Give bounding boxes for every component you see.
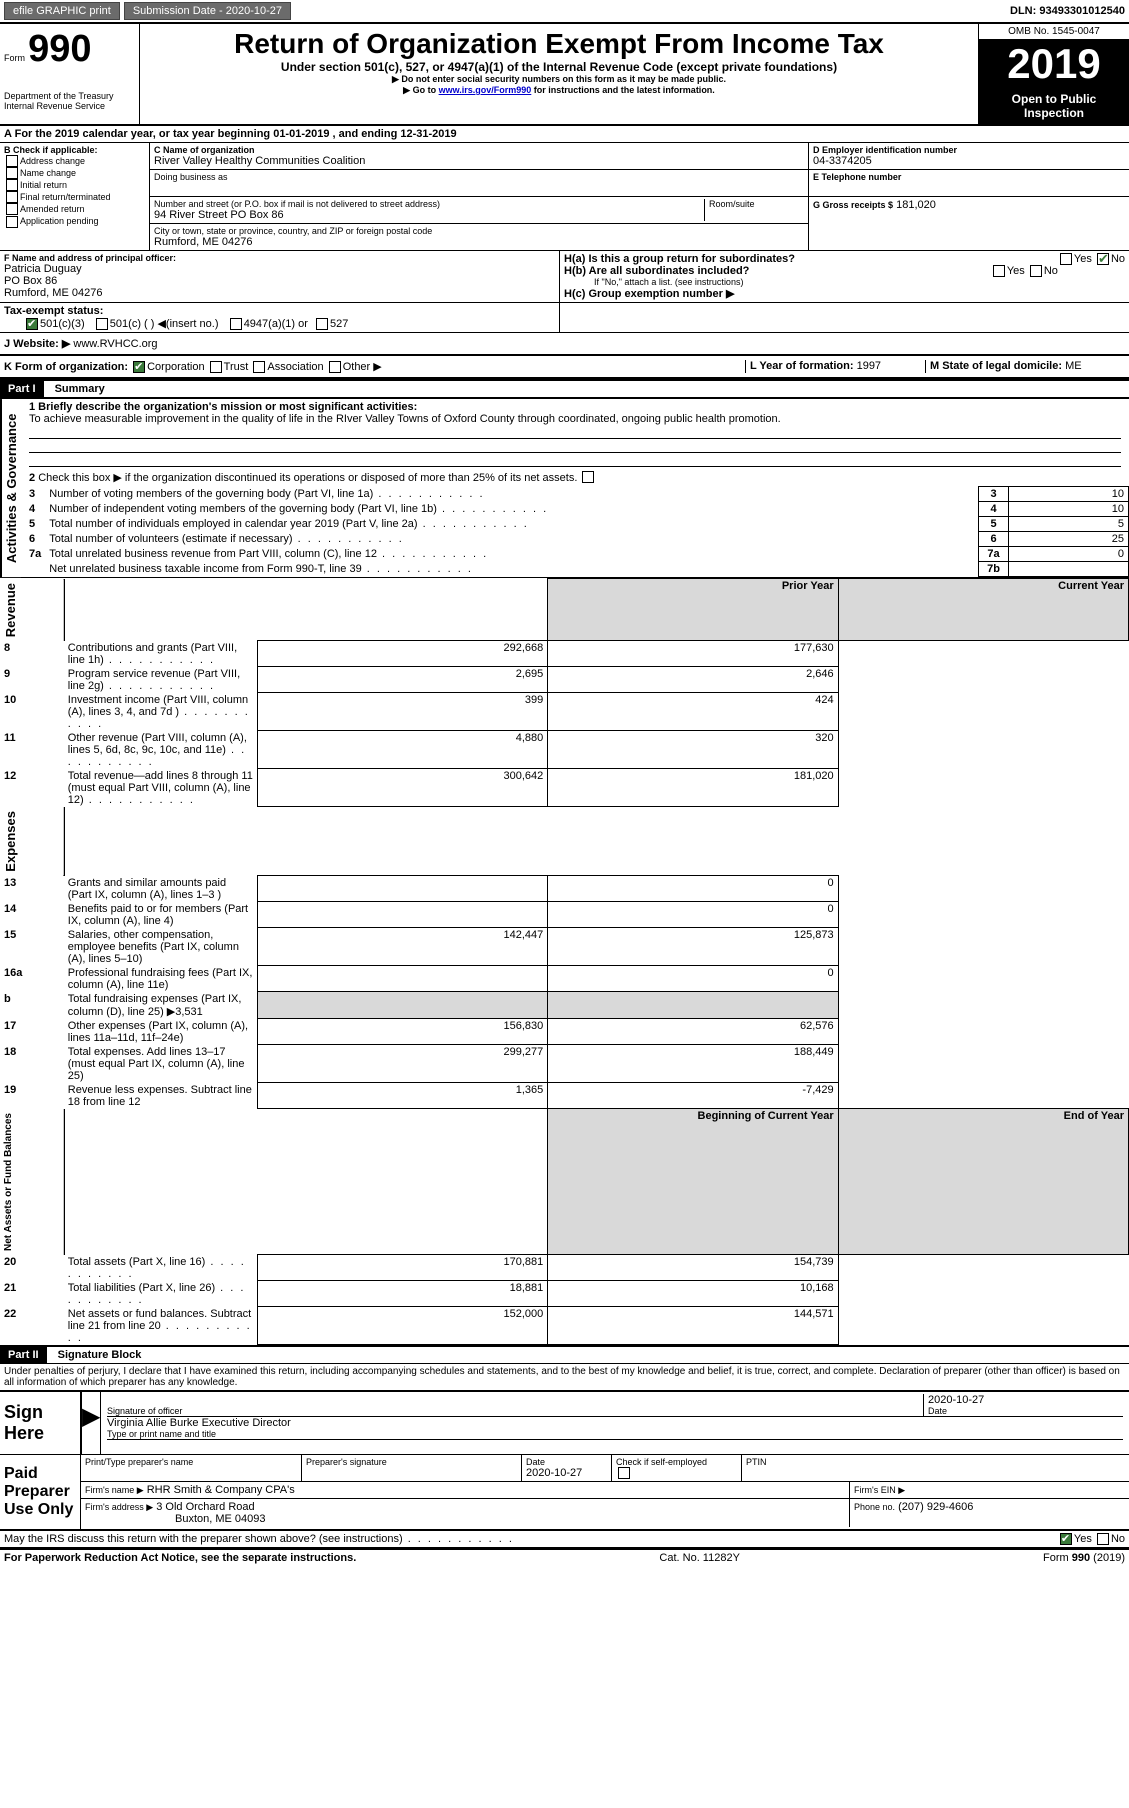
summary-table: Revenue Prior Year Current Year 8Contrib… — [0, 578, 1129, 1345]
chk-pending[interactable] — [6, 216, 18, 228]
vlabel-expenses: Expenses — [0, 807, 64, 876]
website-row: J Website: ▶ www.RVHCC.org — [0, 333, 1129, 356]
part1-bar: Part I Summary — [0, 379, 1129, 398]
note-ssn: ▶ Do not enter social security numbers o… — [144, 74, 974, 85]
website-url: www.RVHCC.org — [73, 338, 157, 350]
page-footer: For Paperwork Reduction Act Notice, see … — [0, 1549, 1129, 1566]
chk-discontinued[interactable] — [582, 471, 594, 483]
chk-501c[interactable] — [96, 318, 108, 330]
chk-501c3[interactable] — [26, 318, 38, 330]
chk-final[interactable] — [6, 191, 18, 203]
chk-ha-yes[interactable] — [1060, 253, 1072, 265]
governance-table: 3Number of voting members of the governi… — [21, 486, 1129, 577]
col-begin: Beginning of Current Year — [548, 1109, 838, 1255]
chk-address[interactable] — [6, 155, 18, 167]
arrow-icon: ▶ — [80, 1392, 100, 1454]
efile-badge: efile GRAPHIC print — [4, 2, 120, 20]
chk-4947[interactable] — [230, 318, 242, 330]
klm-row: K Form of organization: Corporation Trus… — [0, 356, 1129, 379]
penalties-text: Under penalties of perjury, I declare th… — [0, 1364, 1129, 1390]
col-current: Current Year — [838, 579, 1128, 641]
chk-527[interactable] — [316, 318, 328, 330]
form-header: Form 990 Department of the Treasury Inte… — [0, 24, 1129, 126]
info-grid: B Check if applicable: Address change Na… — [0, 143, 1129, 251]
submission-date: Submission Date - 2020-10-27 — [124, 2, 291, 20]
top-bar: efile GRAPHIC print Submission Date - 20… — [0, 0, 1129, 24]
form-number: 990 — [28, 28, 91, 70]
vlabel-revenue: Revenue — [0, 579, 64, 641]
chk-amended[interactable] — [6, 203, 18, 215]
dept-treasury: Department of the Treasury Internal Reve… — [4, 91, 135, 111]
activities-wrap: Activities & Governance 1 Briefly descri… — [0, 398, 1129, 577]
period-a: A For the 2019 calendar year, or tax yea… — [0, 126, 1129, 143]
chk-discuss-no[interactable] — [1097, 1533, 1109, 1545]
tax-year: 2019 — [979, 40, 1129, 88]
chk-name[interactable] — [6, 167, 18, 179]
chk-other[interactable] — [329, 361, 341, 373]
chk-ha-no[interactable] — [1097, 253, 1109, 265]
firm-name: RHR Smith & Company CPA's — [147, 1484, 295, 1496]
ein: 04-3374205 — [813, 155, 1125, 167]
form-word: Form — [4, 53, 25, 63]
note-link: ▶ Go to www.irs.gov/Form990 for instruct… — [144, 85, 974, 96]
form-title: Return of Organization Exempt From Incom… — [144, 28, 974, 60]
org-street: 94 River Street PO Box 86 — [154, 209, 704, 221]
dln: DLN: 93493301012540 — [1010, 5, 1125, 17]
box-deg: D Employer identification number 04-3374… — [809, 143, 1129, 250]
fh-row: F Name and address of principal officer:… — [0, 251, 1129, 303]
part2-bar: Part II Signature Block — [0, 1345, 1129, 1364]
chk-hb-no[interactable] — [1030, 265, 1042, 277]
chk-hb-yes[interactable] — [993, 265, 1005, 277]
irs-link[interactable]: www.irs.gov/Form990 — [439, 85, 532, 95]
box-c: C Name of organization River Valley Heal… — [150, 143, 809, 250]
col-end: End of Year — [838, 1109, 1128, 1255]
chk-trust[interactable] — [210, 361, 222, 373]
vlabel-activities: Activities & Governance — [0, 399, 21, 577]
org-city: Rumford, ME 04276 — [154, 236, 804, 248]
chk-self-employed[interactable] — [618, 1467, 630, 1479]
form-subtitle: Under section 501(c), 527, or 4947(a)(1)… — [144, 60, 974, 74]
discuss-row: May the IRS discuss this return with the… — [0, 1530, 1129, 1549]
sign-here-block: Sign Here ▶ Signature of officer 2020-10… — [0, 1390, 1129, 1530]
box-b: B Check if applicable: Address change Na… — [0, 143, 150, 250]
vlabel-netassets: Net Assets or Fund Balances — [0, 1109, 64, 1255]
chk-corp[interactable] — [133, 361, 145, 373]
officer-name: Patricia Duguay — [4, 263, 555, 275]
col-prior: Prior Year — [548, 579, 838, 641]
open-inspection: Open to Public Inspection — [979, 88, 1129, 124]
org-name: River Valley Healthy Communities Coaliti… — [154, 155, 804, 167]
omb-number: OMB No. 1545-0047 — [979, 24, 1129, 40]
signer-name: Virginia Allie Burke Executive Director — [107, 1417, 1123, 1429]
chk-assoc[interactable] — [253, 361, 265, 373]
gross-receipts: 181,020 — [896, 199, 936, 211]
chk-discuss-yes[interactable] — [1060, 1533, 1072, 1545]
chk-initial[interactable] — [6, 179, 18, 191]
tax-exempt-row: Tax-exempt status: 501(c)(3) 501(c) ( ) … — [0, 303, 1129, 333]
mission-text: To achieve measurable improvement in the… — [29, 413, 1121, 425]
